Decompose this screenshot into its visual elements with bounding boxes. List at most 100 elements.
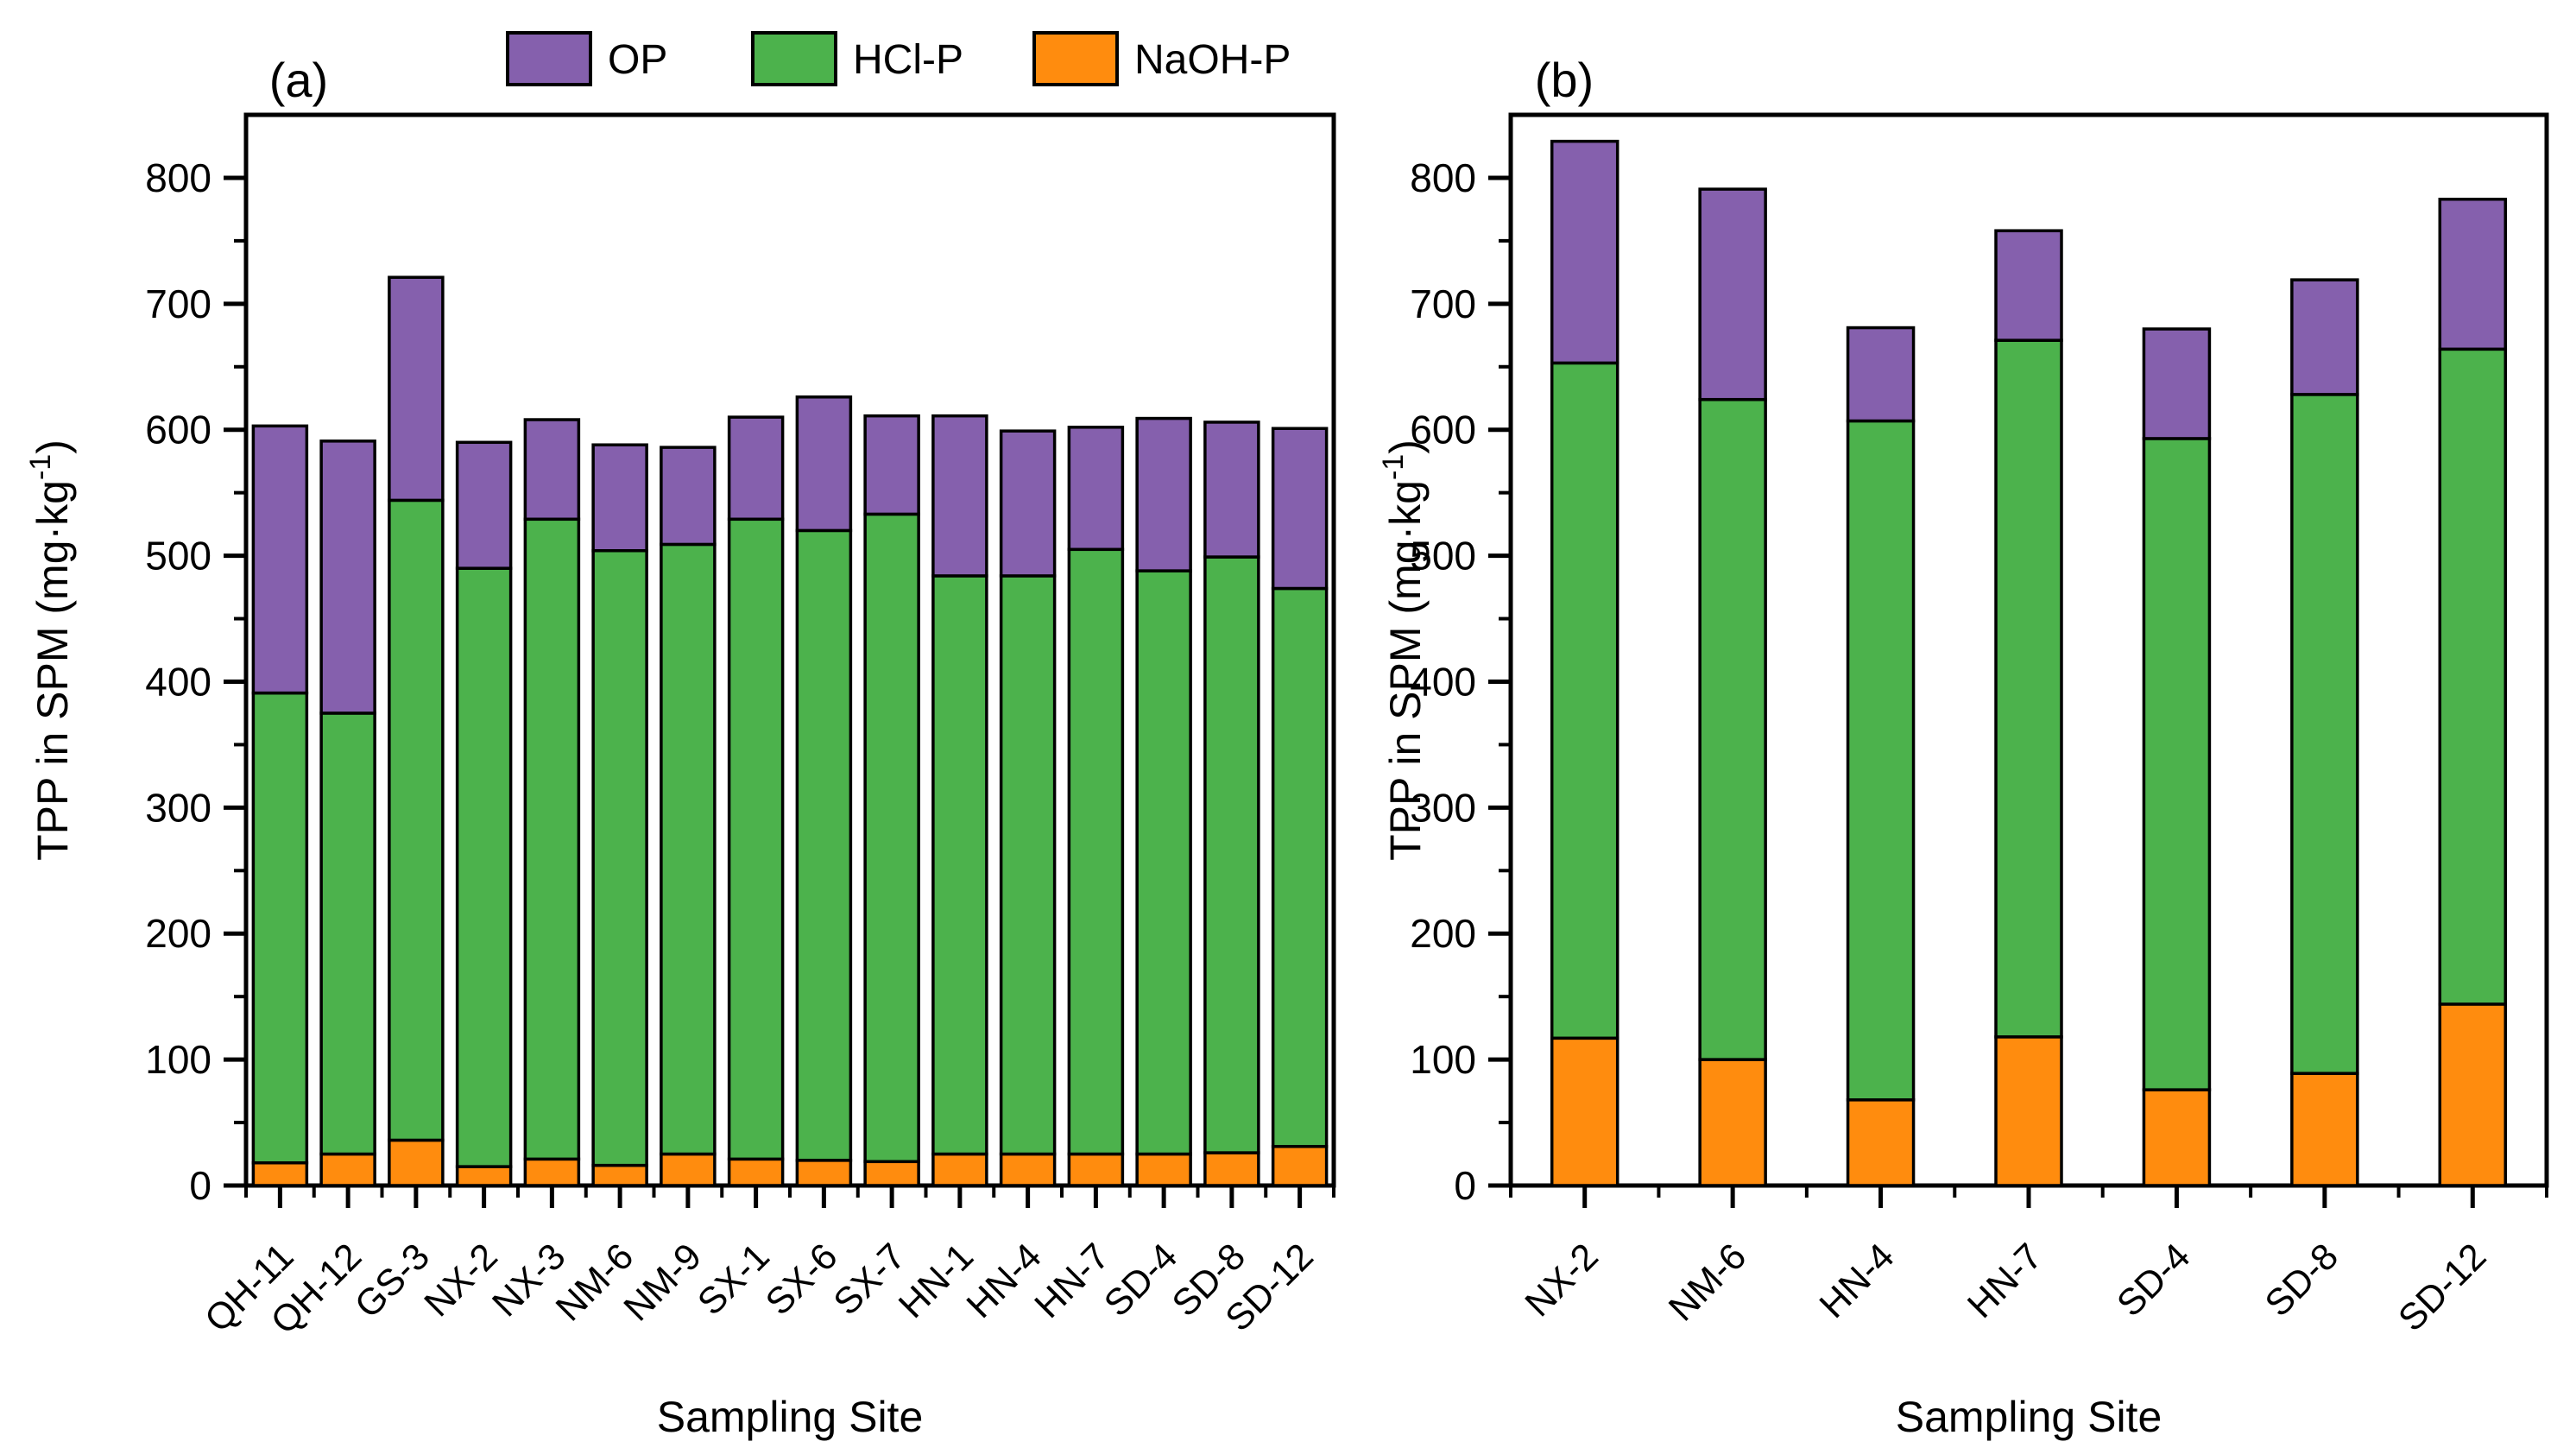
y-tick-label: 200 xyxy=(1410,911,1476,956)
x-tick-label: NX-2 xyxy=(1518,1236,1607,1325)
x-tick-label: NM-6 xyxy=(1661,1236,1754,1329)
bar-segment-SD-8-naoh-p xyxy=(2290,1072,2359,1187)
bar-segment-NX-3-op xyxy=(523,418,581,522)
bar-segment-SD-4-hcl-p xyxy=(2142,437,2212,1091)
panel-a: 0100200300400500600700800QH-11QH-12GS-3N… xyxy=(24,53,1336,1441)
bar-segment-QH-12-naoh-p xyxy=(319,1152,376,1187)
x-tick-label-group: NM-9 xyxy=(616,1236,710,1329)
bar-segment-QH-11-op xyxy=(251,424,309,695)
y-tick-label: 500 xyxy=(145,534,212,579)
bar-segment-SD-8-op xyxy=(2290,278,2359,396)
bar-segment-NM-6-hcl-p xyxy=(1698,397,1767,1061)
x-tick-label: SX-7 xyxy=(826,1236,914,1324)
bar-SX-7 xyxy=(863,414,920,1187)
x-tick-label-group: HN-4 xyxy=(959,1236,1050,1326)
bar-segment-QH-11-hcl-p xyxy=(251,691,309,1165)
bar-NM-6 xyxy=(1698,187,1767,1187)
bar-segment-SD-4-hcl-p xyxy=(1135,569,1192,1156)
bar-segment-SX-7-naoh-p xyxy=(863,1160,920,1187)
bar-segment-SD-4-naoh-p xyxy=(2142,1088,2212,1187)
bar-segment-HN-4-op xyxy=(1846,326,1916,423)
bar-segment-SX-7-hcl-p xyxy=(863,512,920,1164)
bar-SX-6 xyxy=(795,395,853,1187)
bar-segment-SD-4-op xyxy=(2142,327,2212,440)
bar-segment-SD-4-op xyxy=(1135,416,1192,572)
bar-HN-7 xyxy=(1994,229,2063,1187)
y-tick-label: 700 xyxy=(1410,281,1476,326)
legend-label: NaOH-P xyxy=(1134,37,1291,83)
bar-segment-HN-1-hcl-p xyxy=(931,574,988,1156)
bar-segment-HN-4-hcl-p xyxy=(999,574,1057,1156)
panel-tag: (a) xyxy=(269,53,328,107)
x-tick-label-group: HN-1 xyxy=(891,1236,982,1326)
bar-HN-4 xyxy=(999,429,1057,1187)
legend-label: HCl-P xyxy=(853,37,963,83)
panel-b: 0 100 200 300 400 500 600 700 800 NX-2 NM-6 HN-4 HN-… xyxy=(1377,53,2549,1441)
bar-segment-GS-3-hcl-p xyxy=(388,498,445,1142)
x-tick-label: HN-7 xyxy=(1960,1236,2050,1326)
x-tick-label-group: GS-3 xyxy=(347,1236,438,1326)
x-tick-label-group: SX-7 xyxy=(826,1236,914,1324)
bar-segment-NM-9-hcl-p xyxy=(660,542,717,1156)
x-tick-label-group: HN-4 xyxy=(1812,1236,1903,1326)
bar-NM-6 xyxy=(591,443,648,1187)
x-tick-label-group: HN-7 xyxy=(1960,1236,2050,1326)
bar-segment-HN-7-op xyxy=(1994,229,2063,342)
x-tick-label-group: SD-12 xyxy=(2390,1236,2494,1339)
y-tick-label: 500 xyxy=(1410,534,1476,579)
y-axis-title: TPP in SPM (mg·kg-1) xyxy=(1377,439,1430,861)
y-tick-label: 800 xyxy=(145,155,212,200)
bar-segment-SD-12-op xyxy=(1271,427,1329,591)
y-tick-label: 300 xyxy=(1410,785,1476,830)
x-tick-label: NM-9 xyxy=(616,1236,710,1329)
panel-tag: (b) xyxy=(1535,53,1594,107)
y-tick-label: 400 xyxy=(145,659,212,704)
bar-segment-NM-9-naoh-p xyxy=(660,1152,717,1187)
bar-segment-HN-4-naoh-p xyxy=(1846,1098,1916,1187)
bar-segment-NM-6-op xyxy=(1698,187,1767,402)
bar-segment-NM-9-op xyxy=(660,446,717,547)
legend-swatch-icon xyxy=(506,31,592,86)
bar-segment-SD-4-naoh-p xyxy=(1135,1152,1192,1187)
y-tick-label: 600 xyxy=(145,408,212,452)
bar-segment-HN-7-op xyxy=(1067,426,1125,552)
x-tick-label: SX-6 xyxy=(758,1236,846,1324)
x-axis-title: Sampling Site xyxy=(1896,1393,2162,1441)
y-tick-label: 100 xyxy=(1410,1037,1476,1082)
y-tick-label: 300 xyxy=(145,785,212,830)
bar-segment-NX-3-naoh-p xyxy=(523,1157,581,1187)
bar-HN-1 xyxy=(931,414,988,1187)
bar-SD-8 xyxy=(1203,420,1260,1187)
x-tick-label-group: SD-4 xyxy=(2109,1236,2198,1325)
bar-segment-SX-6-op xyxy=(795,395,853,533)
bar-NX-2 xyxy=(1550,139,1619,1187)
bar-segment-NX-2-naoh-p xyxy=(455,1165,513,1187)
x-tick-label-group: SD-4 xyxy=(1096,1236,1185,1325)
bar-segment-QH-12-op xyxy=(319,439,376,715)
bar-segment-HN-4-hcl-p xyxy=(1846,419,1916,1102)
x-tick-label: SD-8 xyxy=(2257,1236,2346,1325)
legend-item-hcl-p: HCl-P xyxy=(751,31,963,86)
bar-segment-SX-1-op xyxy=(727,415,785,522)
y-tick-label: 0 xyxy=(1454,1163,1476,1208)
x-tick-label-group: SD-8 xyxy=(2257,1236,2346,1325)
bar-segment-NX-2-hcl-p xyxy=(455,566,513,1168)
x-tick-label: SD-4 xyxy=(2109,1236,2198,1325)
y-tick-label: 600 xyxy=(1410,408,1476,452)
bar-QH-11 xyxy=(251,424,309,1187)
bar-SD-4 xyxy=(2142,327,2212,1187)
y-tick-label: 0 xyxy=(189,1163,212,1208)
bar-segment-QH-12-hcl-p xyxy=(319,711,376,1156)
bar-segment-SD-8-naoh-p xyxy=(1203,1151,1260,1187)
y-axis-title: TPP in SPM (mg·kg-1) xyxy=(24,439,77,861)
bar-segment-HN-1-naoh-p xyxy=(931,1152,988,1187)
bar-segment-NX-2-op xyxy=(455,440,513,570)
bar-segment-HN-4-op xyxy=(999,429,1057,578)
bar-segment-GS-3-op xyxy=(388,275,445,503)
x-tick-label: NX-2 xyxy=(416,1236,505,1325)
bar-segment-NX-2-naoh-p xyxy=(1550,1036,1619,1187)
x-tick-label-group: SX-6 xyxy=(758,1236,846,1324)
x-tick-label: HN-1 xyxy=(891,1236,982,1326)
bar-SX-1 xyxy=(727,415,785,1187)
bar-segment-SX-1-hcl-p xyxy=(727,517,785,1161)
